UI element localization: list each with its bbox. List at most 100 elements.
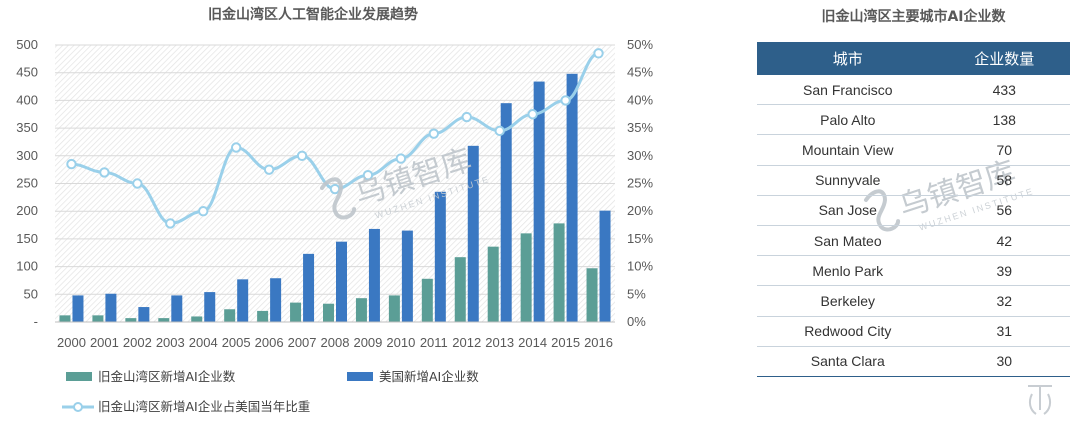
- y-left-tick-label: 450: [16, 65, 38, 80]
- bar-us-ai-companies: [599, 210, 611, 322]
- axes: - 50 100 150 200 250 300 350 400 450 500 0% 5% 10% 15%…: [16, 37, 653, 350]
- x-tick-label: 2012: [452, 335, 481, 350]
- table-row: Mountain View 70: [757, 134, 1070, 166]
- share-point: [296, 150, 308, 162]
- y-right-tick-label: 35%: [627, 120, 653, 135]
- y-left-tick-label: 50: [24, 286, 38, 301]
- y-left-tick-label: 250: [16, 176, 38, 191]
- x-tick-label: 2002: [123, 335, 152, 350]
- legend-label: 旧金山湾区新增AI企业占美国当年比重: [98, 399, 310, 414]
- bar-sf-bay-ai-companies: [520, 233, 532, 322]
- table-row: Palo Alto 138: [757, 104, 1070, 136]
- bar-us-ai-companies: [138, 307, 150, 322]
- company-count: 58: [938, 165, 1070, 196]
- bar-sf-bay-ai-companies: [454, 257, 466, 322]
- share-point: [198, 206, 209, 217]
- y-right-tick-label: 50%: [627, 37, 653, 52]
- y-right-tick-label: 30%: [627, 148, 653, 163]
- legend-label: 美国新增AI企业数: [379, 369, 479, 384]
- bar-sf-bay-ai-companies: [421, 278, 433, 322]
- bar-sf-bay-ai-companies: [487, 246, 499, 322]
- bar-us-ai-companies: [303, 253, 315, 322]
- share-point: [263, 164, 275, 175]
- x-tick-label: 2003: [156, 335, 185, 350]
- table-title: 旧金山湾区主要城市AI企业数: [821, 9, 1006, 25]
- x-tick-label: 2001: [90, 335, 119, 350]
- share-point: [329, 183, 341, 195]
- y-right-tick-label: 5%: [627, 286, 646, 301]
- city-name: Santa Clara: [757, 346, 939, 377]
- bar-sf-bay-ai-companies: [125, 318, 137, 322]
- table-row: Redwood City 31: [757, 316, 1070, 347]
- bar-sf-bay-ai-companies: [388, 295, 400, 322]
- table-header-row: 城市 企业数量: [757, 42, 1070, 75]
- share-point: [527, 109, 538, 120]
- y-right-tick-label: 25%: [627, 176, 653, 191]
- city-name: Menlo Park: [757, 255, 939, 287]
- bar-us-ai-companies: [434, 191, 446, 322]
- city-name: San Mateo: [757, 225, 939, 257]
- column-header-count: 企业数量: [938, 42, 1070, 75]
- bar-us-ai-companies: [368, 228, 380, 322]
- bar-us-ai-companies: [270, 278, 282, 322]
- legend-marker: [73, 402, 83, 412]
- table-row: San Francisco 433: [757, 75, 1070, 106]
- y-right-tick-label: 10%: [627, 259, 653, 274]
- bar-us-ai-companies: [72, 295, 84, 322]
- bar-sf-bay-ai-companies: [224, 309, 236, 322]
- share-point: [560, 95, 571, 106]
- bar-us-ai-companies: [171, 295, 183, 322]
- city-name: San Francisco: [757, 75, 939, 106]
- bar-sf-bay-ai-companies: [59, 315, 71, 322]
- bar-us-ai-companies: [336, 241, 347, 322]
- city-table: 城市 企业数量 San Francisco 433 Palo Alto 138 Mo…: [757, 42, 1070, 377]
- legend-swatch: [347, 372, 373, 381]
- bar-us-ai-companies: [401, 230, 413, 322]
- bar-us-ai-companies: [204, 292, 216, 322]
- bar-sf-bay-ai-companies: [290, 302, 302, 322]
- bar-sf-bay-ai-companies: [257, 310, 269, 322]
- x-tick-label: 2009: [353, 335, 382, 350]
- bar-us-ai-companies: [105, 293, 117, 322]
- bar-sf-bay-ai-companies: [92, 315, 104, 322]
- bar-sf-bay-ai-companies: [586, 268, 598, 322]
- share-point: [395, 153, 407, 164]
- y-right-tick-label: 15%: [627, 231, 653, 246]
- y-left-tick-label: 500: [16, 37, 38, 52]
- company-count: 433: [938, 75, 1070, 106]
- share-point: [132, 178, 143, 189]
- y-left-tick-label: -: [34, 314, 38, 329]
- y-left-tick-label: 400: [16, 92, 38, 107]
- city-name: Mountain View: [757, 134, 939, 166]
- company-count: 42: [938, 225, 1070, 257]
- y-right-tick-label: 45%: [627, 65, 653, 80]
- bar-sf-bay-ai-companies: [355, 298, 367, 322]
- x-tick-label: 2011: [420, 335, 448, 350]
- table-row: Santa Clara 30: [757, 346, 1070, 377]
- y-left-tick-label: 350: [16, 120, 38, 135]
- bar-sf-bay-ai-companies: [158, 318, 170, 322]
- city-name: Redwood City: [757, 316, 939, 347]
- yiou-logo-icon: [1028, 385, 1052, 415]
- share-point: [428, 128, 440, 139]
- city-name: Palo Alto: [757, 104, 939, 136]
- share-point: [99, 167, 110, 178]
- city-name: Berkeley: [757, 285, 939, 317]
- x-tick-label: 2007: [288, 335, 317, 350]
- y-left-tick-label: 150: [16, 231, 38, 246]
- share-point: [165, 218, 176, 229]
- company-count: 138: [938, 104, 1070, 136]
- bar-series: [59, 73, 611, 323]
- x-tick-label: 2015: [551, 335, 580, 350]
- share-point: [66, 158, 77, 170]
- bar-us-ai-companies: [566, 73, 578, 322]
- share-point: [461, 111, 472, 123]
- company-count: 39: [938, 255, 1070, 287]
- bar-us-ai-companies: [533, 81, 545, 323]
- company-count: 56: [938, 195, 1070, 226]
- x-tick-label: 2016: [584, 335, 613, 350]
- y-right-tick-label: 0%: [627, 314, 646, 329]
- bar-us-ai-companies: [237, 279, 249, 322]
- bar-us-ai-companies: [500, 103, 512, 322]
